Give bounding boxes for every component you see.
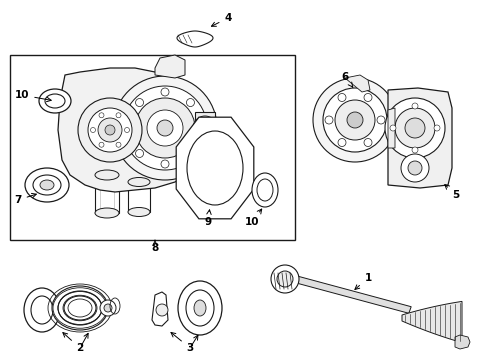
Circle shape [187,99,195,107]
Ellipse shape [186,290,214,326]
Polygon shape [388,88,452,188]
Circle shape [338,94,346,102]
Ellipse shape [25,168,69,202]
Circle shape [125,124,133,132]
Circle shape [157,120,173,136]
Circle shape [408,161,422,175]
Circle shape [199,122,211,134]
Polygon shape [152,292,168,326]
Ellipse shape [64,296,96,320]
Circle shape [100,300,116,316]
Polygon shape [177,31,213,47]
Ellipse shape [95,170,119,180]
Circle shape [401,154,429,182]
Circle shape [390,125,396,131]
Circle shape [193,116,217,140]
Text: 6: 6 [342,72,353,87]
Polygon shape [176,117,254,219]
Circle shape [395,108,435,148]
Ellipse shape [128,177,150,186]
Polygon shape [279,272,411,313]
Text: 7: 7 [14,193,36,205]
Text: 5: 5 [445,185,460,200]
Circle shape [347,112,363,128]
Circle shape [323,88,387,152]
Ellipse shape [257,179,273,201]
Circle shape [197,124,205,132]
Circle shape [88,108,132,152]
Ellipse shape [45,94,65,108]
Circle shape [338,139,346,147]
Polygon shape [345,75,370,92]
Circle shape [277,271,293,287]
Ellipse shape [194,300,206,316]
Circle shape [123,86,207,170]
Text: 2: 2 [63,333,84,353]
Bar [95,175,119,213]
Circle shape [412,147,418,153]
Polygon shape [155,55,185,78]
Circle shape [124,127,129,132]
Circle shape [364,94,372,102]
Circle shape [335,100,375,140]
Circle shape [78,98,142,162]
Ellipse shape [128,207,150,216]
Circle shape [104,304,112,312]
Circle shape [99,113,104,118]
Polygon shape [195,112,215,145]
Circle shape [385,98,445,158]
Ellipse shape [95,208,119,218]
Ellipse shape [252,173,278,207]
Circle shape [377,116,385,124]
Circle shape [325,116,333,124]
Circle shape [161,88,169,96]
Circle shape [313,78,397,162]
Ellipse shape [39,89,71,113]
Circle shape [271,265,299,293]
Bar [10,55,295,240]
Circle shape [116,113,121,118]
Text: 10: 10 [15,90,51,102]
Circle shape [187,149,195,157]
Ellipse shape [68,299,92,317]
Circle shape [147,110,183,146]
Circle shape [412,103,418,109]
Circle shape [135,98,195,158]
Circle shape [136,149,144,157]
Circle shape [98,118,122,142]
Ellipse shape [52,286,108,330]
Circle shape [405,118,425,138]
Ellipse shape [40,180,54,190]
Text: 9: 9 [204,210,212,227]
Polygon shape [402,301,462,343]
Circle shape [113,76,217,180]
Text: 4: 4 [212,13,232,26]
Circle shape [105,125,115,135]
Bar [128,182,150,212]
Text: 10: 10 [245,209,262,227]
Polygon shape [58,68,205,192]
Text: 3: 3 [171,332,194,353]
Circle shape [91,127,96,132]
Circle shape [99,142,104,147]
Ellipse shape [58,291,102,325]
Ellipse shape [33,175,61,195]
Circle shape [364,139,372,147]
Circle shape [156,304,168,316]
Text: 1: 1 [355,273,371,289]
Circle shape [136,99,144,107]
Ellipse shape [31,296,53,324]
Ellipse shape [178,281,222,335]
Circle shape [116,142,121,147]
Text: 8: 8 [151,240,159,253]
Circle shape [434,125,440,131]
Ellipse shape [24,288,60,332]
Ellipse shape [187,131,243,205]
Circle shape [161,160,169,168]
Polygon shape [455,335,470,349]
Polygon shape [388,108,395,148]
Bar [100,180,114,208]
